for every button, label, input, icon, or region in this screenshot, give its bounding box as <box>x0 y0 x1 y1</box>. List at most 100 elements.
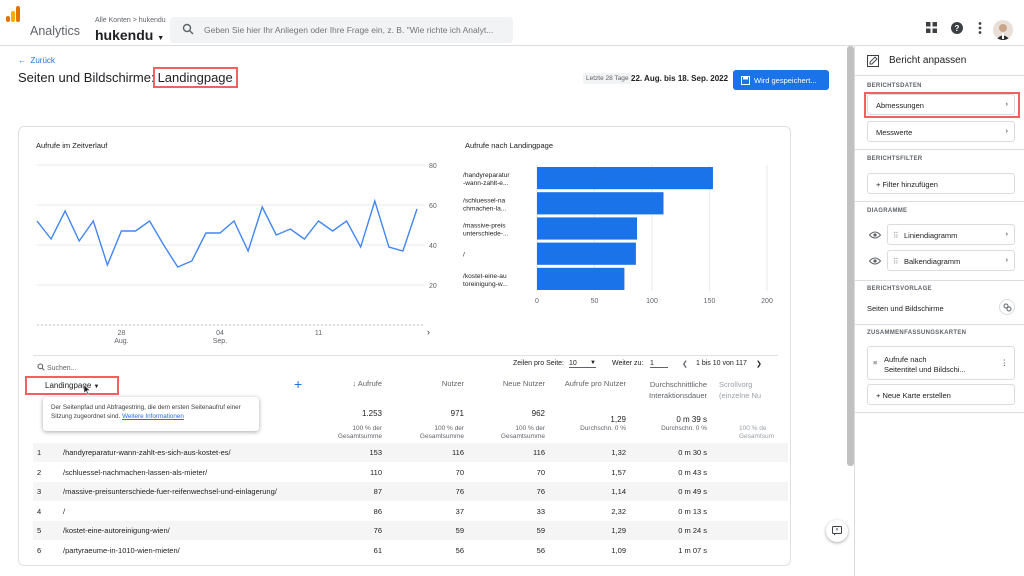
bar-chart-label: Balkendiagramm <box>904 257 961 266</box>
search-input[interactable] <box>204 21 504 39</box>
category-label: chmachen-la... <box>463 205 506 212</box>
category-label: toreinigung-w... <box>463 281 508 288</box>
eye-icon[interactable] <box>869 257 881 265</box>
x-tick-label: 11 <box>315 330 322 337</box>
page-scrollbar[interactable] <box>847 46 854 466</box>
cell-page[interactable]: /schluessel-nachmachen-lassen-als-mieter… <box>63 467 208 477</box>
drag-handle-icon: ⠿ <box>893 257 899 266</box>
help-icon[interactable]: ? <box>951 22 963 34</box>
back-link[interactable]: ← Zurück <box>18 56 55 65</box>
cell-page[interactable]: /massive-preisunterschiede-fuer-reifenwe… <box>63 487 277 496</box>
total-sub-scroll: 100 % de Gesamtsum <box>739 425 775 441</box>
line-chart-toggle[interactable]: ⠿ Liniendiagramm › <box>887 224 1015 245</box>
col-header-engagement-2: Interaktionsdauer <box>649 391 707 401</box>
dimension-label: Landingpage <box>45 381 92 390</box>
col-header-views[interactable]: ↓ Aufrufe <box>352 379 382 388</box>
unlink-template-button[interactable] <box>999 299 1015 315</box>
table-row[interactable]: 5/kostet-eine-autoreinigung-wien/76 59 59 1… <box>33 521 788 540</box>
table-row[interactable]: 3/massive-preisunterschiede-fuer-reifenw… <box>33 482 788 501</box>
tooltip-link[interactable]: Weitere Informationen <box>122 412 184 420</box>
rows-per-page-select[interactable]: 10 ▼ <box>569 360 596 368</box>
divider <box>33 355 778 356</box>
total-views-per-user: 1,29 <box>610 415 626 424</box>
page-title: Seiten und Bildschirme: Landingpage <box>18 67 238 88</box>
search-icon <box>37 363 45 371</box>
edit-report-icon <box>867 55 879 67</box>
cell-views: 76 <box>373 526 382 535</box>
section-charts: DIAGRAMME <box>867 208 908 214</box>
save-icon <box>741 75 750 85</box>
col-header-engagement[interactable]: Durchschnittliche Interaktionsdauer <box>629 379 707 402</box>
global-search[interactable] <box>170 17 513 43</box>
total-users: 971 <box>450 409 464 418</box>
save-button[interactable]: Wird gespeichert... <box>733 70 829 90</box>
cell-page[interactable]: /kostet-eine-autoreinigung-wien/ <box>63 526 170 535</box>
category-label: /schluessel-na <box>463 197 505 204</box>
cell-n: 3 <box>37 487 42 496</box>
goto-input[interactable]: 1 <box>650 360 668 368</box>
col-header-users[interactable]: Nutzer <box>441 379 464 388</box>
total-sub-new-users: 100 % der Gesamtsumme <box>500 425 545 441</box>
add-filter-button[interactable]: + Filter hinzufügen <box>867 173 1015 194</box>
drag-handle-icon: ⠿ <box>893 231 899 240</box>
col-header-new-users[interactable]: Neue Nutzer <box>502 379 545 388</box>
caret-down-icon: ▼ <box>157 35 165 42</box>
more-vert-icon[interactable]: ⋮ <box>1000 358 1009 367</box>
top-bar: Analytics Alle Konten > hukendu hukendu … <box>0 0 1024 46</box>
eye-icon[interactable] <box>869 231 881 239</box>
category-label: /handyreparatur <box>463 172 510 179</box>
cell-page[interactable]: /handyreparatur-wann-zahlt-es-sich-aus-k… <box>63 448 231 457</box>
table-row[interactable]: 1/handyreparatur-wann-zahlt-es-sich-aus-… <box>33 443 788 462</box>
x-tick-label: 04 <box>216 330 224 337</box>
prev-page-icon[interactable]: ❮ <box>682 361 688 368</box>
metrics-button[interactable]: Messwerte › <box>867 121 1015 142</box>
new-card-button[interactable]: + Neue Karte erstellen <box>867 384 1015 405</box>
table-search[interactable]: Suchen... <box>37 363 77 372</box>
table-row[interactable]: 2/schluessel-nachmachen-lassen-als-miete… <box>33 463 788 482</box>
caret-down-icon: ▼ <box>93 384 100 390</box>
total-sub-vpu: Durchschn. 0 % <box>580 425 626 432</box>
caret-down-icon: ▼ <box>590 360 596 366</box>
cell-page[interactable]: /partyraeume-in-1010-wien-mieten/ <box>63 545 180 555</box>
cell-users: 76 <box>455 487 464 496</box>
add-dimension-button[interactable]: + <box>294 376 303 392</box>
apps-grid-icon[interactable] <box>926 22 937 33</box>
svg-text:?: ? <box>955 24 960 33</box>
table-row[interactable]: 4 / 86 37 33 2,32 0 m 13 s <box>33 502 788 521</box>
dimensions-button[interactable]: Abmessungen › <box>867 94 1015 115</box>
col-header-scroll-2: (einzelne Nu <box>719 391 762 401</box>
x-tick-label: 50 <box>591 298 599 305</box>
property-selector[interactable]: hukendu ▼ <box>95 27 164 43</box>
next-page-icon[interactable]: ❯ <box>756 361 762 368</box>
cell-page[interactable]: / <box>63 506 66 516</box>
cell-users: 37 <box>455 506 464 516</box>
property-name: hukendu <box>95 27 154 43</box>
summary-card[interactable]: ≡ Aufrufe nach Seitentitel und Bildschi..… <box>867 346 1015 380</box>
avatar[interactable] <box>993 20 1013 40</box>
bar-chart[interactable]: 0 50 100 150 200/handyreparatur-wann-zahlt-e… <box>459 157 779 317</box>
section-template: BERICHTSVORLAGE <box>867 286 932 292</box>
section-summary-cards: ZUSAMMENFASSUNGSKARTEN <box>867 330 967 336</box>
cell-users: 70 <box>455 467 464 477</box>
bar-chart-toggle[interactable]: ⠿ Balkendiagramm › <box>887 250 1015 271</box>
col-header-views-per-user[interactable]: Aufrufe pro Nutzer <box>564 379 626 388</box>
cell-vpu: 1,09 <box>611 545 626 555</box>
dimensions-label: Abmessungen <box>876 101 924 110</box>
cell-views: 153 <box>369 448 382 457</box>
total-views: 1.253 <box>361 409 382 418</box>
x-tick-label: 100 <box>646 298 658 305</box>
table-row[interactable]: 6/partyraeume-in-1010-wien-mieten/61 56 56… <box>33 541 788 560</box>
cell-dur: 0 m 49 s <box>678 487 707 496</box>
date-range-value[interactable]: 22. Aug. bis 18. Sep. 2022 <box>631 74 729 83</box>
save-label: Wird gespeichert... <box>754 75 817 85</box>
dimension-selector[interactable]: Landingpage ▼ <box>25 376 119 395</box>
divider <box>855 280 1024 281</box>
rows-per-page-value: 10 <box>569 360 577 367</box>
col-header-scroll[interactable]: Scrollvorg (einzelne Nu <box>719 379 779 402</box>
section-report-filter: BERICHTSFILTER <box>867 156 923 162</box>
more-vert-icon[interactable] <box>978 22 982 34</box>
date-range-label[interactable]: Letzte 28 Tage <box>583 73 632 84</box>
account-breadcrumb[interactable]: Alle Konten > hukendu <box>95 17 166 24</box>
feedback-button[interactable] <box>826 520 848 542</box>
